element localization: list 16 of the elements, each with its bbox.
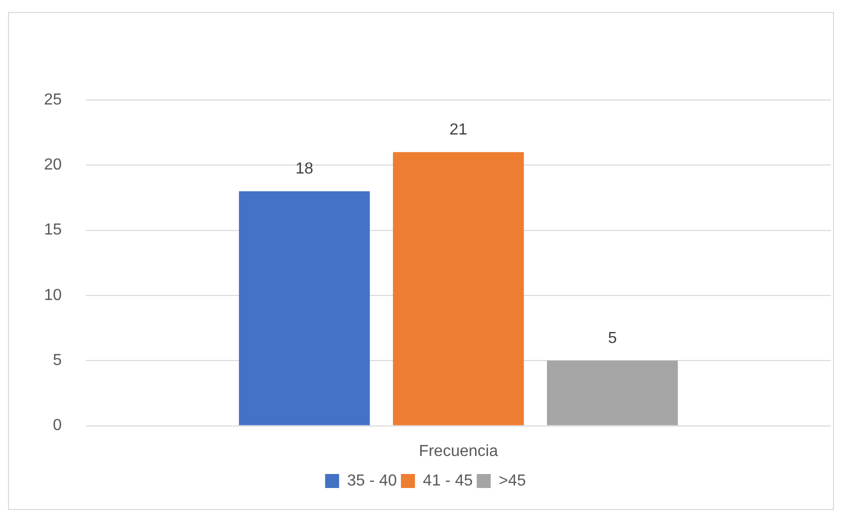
- y-tick-label: 5: [52, 352, 62, 370]
- y-tick-label: 10: [44, 286, 62, 304]
- y-tick-label: 25: [44, 91, 62, 108]
- legend-label: >45: [498, 472, 526, 490]
- data-label: 18: [295, 160, 314, 178]
- x-tick-label: Frecuencia: [418, 442, 498, 460]
- y-tick-label: 15: [44, 222, 62, 239]
- y-tick-label: 20: [44, 156, 62, 174]
- bar: [238, 191, 370, 426]
- data-label: 21: [450, 122, 468, 139]
- legend-label: 35 - 40: [347, 472, 398, 490]
- y-tick-label: 0: [52, 417, 62, 434]
- data-label: 5: [608, 330, 617, 348]
- legend-label: 41 - 45: [422, 472, 473, 490]
- bar: [546, 360, 678, 426]
- bar: [392, 152, 524, 426]
